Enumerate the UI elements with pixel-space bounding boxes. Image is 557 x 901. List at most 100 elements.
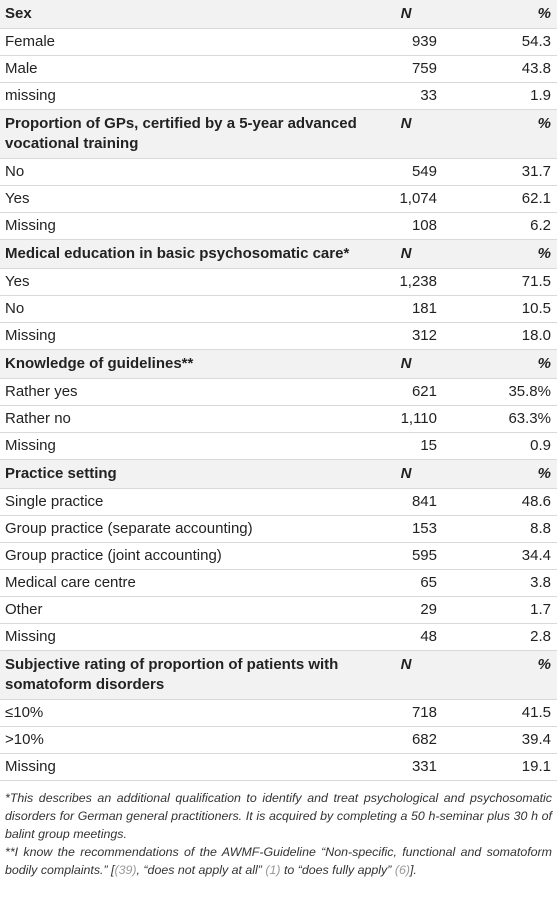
footnote-text: ]. xyxy=(409,863,417,877)
pct-value: 2.8 xyxy=(445,623,557,651)
data-row: Missing 312 18.0 xyxy=(0,322,557,350)
footnote: *This describes an additional qualificat… xyxy=(5,789,552,843)
section-header: Practice setting N% xyxy=(0,459,557,489)
n-value: 153 xyxy=(370,515,445,543)
row-label: Missing xyxy=(0,753,370,781)
pct-header: % xyxy=(445,650,557,700)
section-title: Subjective rating of proportion of patie… xyxy=(0,650,370,700)
n-value: 312 xyxy=(370,322,445,350)
data-row: Rather no 1,110 63.3% xyxy=(0,405,557,433)
pct-value: 8.8 xyxy=(445,515,557,543)
pct-value: 71.5 xyxy=(445,268,557,296)
pct-value: 62.1 xyxy=(445,185,557,213)
data-row: >10% 682 39.4 xyxy=(0,726,557,754)
data-row: Missing 48 2.8 xyxy=(0,623,557,651)
pct-value: 6.2 xyxy=(445,212,557,240)
footnote-text: , “does not apply at all” xyxy=(136,863,266,877)
pct-value: 39.4 xyxy=(445,726,557,754)
n-value: 595 xyxy=(370,542,445,570)
section-title: Practice setting xyxy=(0,459,370,489)
n-value: 1,110 xyxy=(370,405,445,433)
data-row: Missing 15 0.9 xyxy=(0,432,557,460)
data-row: Single practice 841 48.6 xyxy=(0,488,557,516)
n-value: 621 xyxy=(370,378,445,406)
data-row: Group practice (separate accounting) 153 8… xyxy=(0,515,557,543)
reference: (39) xyxy=(114,863,137,877)
data-row: Female 939 54.3 xyxy=(0,28,557,56)
pct-value: 48.6 xyxy=(445,488,557,516)
pct-value: 0.9 xyxy=(445,432,557,460)
n-value: 29 xyxy=(370,596,445,624)
pct-header: % xyxy=(445,0,557,29)
n-value: 65 xyxy=(370,569,445,597)
row-label: Other xyxy=(0,596,370,624)
data-row: Missing 331 19.1 xyxy=(0,753,557,781)
row-label: missing xyxy=(0,82,370,110)
section-header: Proportion of GPs, certified by a 5-year… xyxy=(0,109,557,159)
pct-header: % xyxy=(445,459,557,489)
n-value: 48 xyxy=(370,623,445,651)
row-label: Yes xyxy=(0,268,370,296)
pct-value: 1.9 xyxy=(445,82,557,110)
n-header: N xyxy=(370,239,445,269)
n-value: 181 xyxy=(370,295,445,323)
reference: (6) xyxy=(394,863,410,877)
n-value: 549 xyxy=(370,158,445,186)
row-label: Group practice (joint accounting) xyxy=(0,542,370,570)
footnote: **I know the recommendations of the AWMF… xyxy=(5,843,552,879)
row-label: Male xyxy=(0,55,370,83)
table-body: Sex N% Female 939 54.3 Male 759 43.8 missing 33 1.… xyxy=(0,0,557,781)
row-label: ≤10% xyxy=(0,699,370,727)
row-label: Missing xyxy=(0,322,370,350)
data-row: Yes 1,238 71.5 xyxy=(0,268,557,296)
pct-value: 10.5 xyxy=(445,295,557,323)
row-label: Group practice (separate accounting) xyxy=(0,515,370,543)
row-label: No xyxy=(0,158,370,186)
row-label: >10% xyxy=(0,726,370,754)
pct-value: 63.3% xyxy=(445,405,557,433)
n-value: 1,238 xyxy=(370,268,445,296)
n-value: 759 xyxy=(370,55,445,83)
n-value: 718 xyxy=(370,699,445,727)
row-label: Missing xyxy=(0,432,370,460)
reference: (1) xyxy=(265,863,281,877)
pct-header: % xyxy=(445,239,557,269)
data-row: No 181 10.5 xyxy=(0,295,557,323)
pct-value: 43.8 xyxy=(445,55,557,83)
section-title: Proportion of GPs, certified by a 5-year… xyxy=(0,109,370,159)
data-row: missing 33 1.9 xyxy=(0,82,557,110)
row-label: Missing xyxy=(0,212,370,240)
n-value: 841 xyxy=(370,488,445,516)
pct-value: 41.5 xyxy=(445,699,557,727)
row-label: Missing xyxy=(0,623,370,651)
section-header: Sex N% xyxy=(0,0,557,29)
n-value: 108 xyxy=(370,212,445,240)
n-value: 682 xyxy=(370,726,445,754)
section-header: Subjective rating of proportion of patie… xyxy=(0,650,557,700)
pct-header: % xyxy=(445,349,557,379)
row-label: Single practice xyxy=(0,488,370,516)
pct-header: % xyxy=(445,109,557,159)
footnote-text: *This describes an additional qualificat… xyxy=(5,791,552,841)
n-value: 939 xyxy=(370,28,445,56)
section-header: Medical education in basic psychosomatic… xyxy=(0,239,557,269)
n-header: N xyxy=(370,459,445,489)
n-header: N xyxy=(370,0,445,29)
row-label: No xyxy=(0,295,370,323)
n-value: 331 xyxy=(370,753,445,781)
n-value: 1,074 xyxy=(370,185,445,213)
n-header: N xyxy=(370,109,445,159)
n-value: 33 xyxy=(370,82,445,110)
row-label: Medical care centre xyxy=(0,569,370,597)
footnotes: *This describes an additional qualificat… xyxy=(0,781,557,879)
data-row: Group practice (joint accounting) 595 34.4 xyxy=(0,542,557,570)
data-row: Other 29 1.7 xyxy=(0,596,557,624)
pct-value: 35.8% xyxy=(445,378,557,406)
pct-value: 54.3 xyxy=(445,28,557,56)
row-label: Female xyxy=(0,28,370,56)
row-label: Rather no xyxy=(0,405,370,433)
data-row: Yes 1,074 62.1 xyxy=(0,185,557,213)
pct-value: 31.7 xyxy=(445,158,557,186)
n-header: N xyxy=(370,349,445,379)
